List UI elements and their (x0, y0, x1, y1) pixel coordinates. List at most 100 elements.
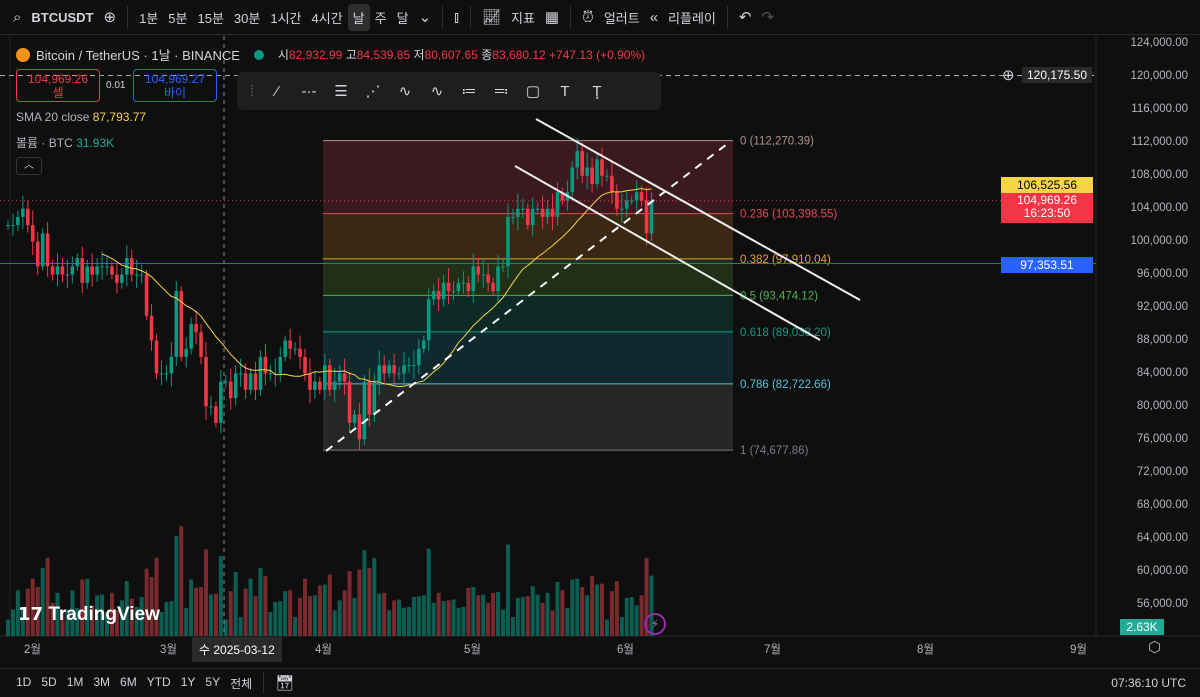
range-1[interactable]: 5D (41, 674, 57, 689)
layouts-icon[interactable]: ▦ (544, 9, 560, 26)
candle-body (95, 266, 99, 275)
volume-bar (619, 617, 624, 636)
range-8[interactable]: 전체 (230, 676, 253, 691)
price-chart[interactable]: 0 (112,270.39) 0.236 (103,398.55) 0.382 (9… (0, 36, 1200, 668)
candle-body (570, 167, 575, 193)
parallel-channel-icon[interactable]: ☰ (334, 83, 348, 100)
candle-body (451, 291, 456, 293)
volume-bar (501, 609, 505, 636)
volume-bar (129, 598, 134, 636)
add-symbol-icon[interactable]: ⊕ (103, 9, 117, 26)
volume-bar (520, 597, 525, 636)
range-7[interactable]: 5Y (205, 674, 221, 689)
range-4[interactable]: 6M (120, 674, 137, 689)
abcd-pattern-icon[interactable]: ∿ (430, 83, 444, 100)
tradingview-logo[interactable]: 𝟭𝟳 TradingView (18, 604, 160, 625)
volume-bar (70, 590, 75, 636)
candles-icon[interactable]: ⫾ (454, 8, 459, 26)
chevron-down-icon[interactable]: ⌄ (418, 9, 432, 26)
candle-body (214, 406, 218, 423)
replay-button[interactable]: 리플레이 (668, 10, 716, 26)
interval-6[interactable]: 날 (347, 3, 370, 31)
lightning-icon[interactable]: ⚡︎ (644, 613, 666, 635)
candle-body (649, 200, 654, 234)
search-icon[interactable]: ⌕ (13, 8, 22, 26)
range-2[interactable]: 1M (66, 674, 84, 689)
volume-bar (218, 556, 223, 636)
indicators-icon[interactable]: 📈︎ (481, 9, 501, 26)
pitchfork-icon[interactable]: ⋰ (365, 83, 381, 100)
undo-icon[interactable]: ↶ (738, 9, 752, 26)
candle-body (407, 365, 411, 367)
interval-4[interactable]: 1시간 (270, 10, 302, 26)
alert-icon[interactable]: ⏰︎ (582, 8, 594, 26)
candle-body (327, 365, 332, 390)
indicators-button[interactable]: 지표 (511, 10, 535, 26)
symbol-search[interactable]: BTCUSDT (31, 9, 94, 25)
interval-7[interactable]: 주 (374, 10, 387, 26)
range-3[interactable]: 3M (93, 674, 111, 689)
add-alert-plus-icon[interactable]: ⊕ (1002, 67, 1015, 84)
sell-button[interactable]: 104,969.26 셀 (16, 69, 100, 102)
volume-bar (233, 572, 238, 636)
candle-body (219, 381, 223, 423)
volume-bar (486, 602, 491, 636)
anchored-text-icon[interactable]: Ţ (592, 82, 602, 100)
range-0[interactable]: 1D (16, 674, 32, 689)
volume-bar (174, 536, 179, 636)
volume-bar (456, 607, 461, 636)
volume-bar (639, 595, 644, 636)
fib-extension-icon[interactable]: ≕ (493, 83, 509, 100)
alert-button[interactable]: 얼러트 (603, 10, 640, 26)
volume-bar (644, 557, 649, 636)
range-5[interactable]: YTD (146, 674, 171, 689)
fib-band (323, 140, 733, 214)
interval-8[interactable]: 달 (396, 10, 409, 26)
volume-bar (372, 557, 377, 636)
volume-bar (6, 619, 10, 636)
candle-body (575, 151, 580, 168)
candle-body (268, 373, 273, 375)
volume-bar (342, 590, 347, 636)
fib-retracement-icon[interactable]: ≔ (461, 83, 477, 100)
candle-body (357, 414, 362, 440)
interval-2[interactable]: 15분 (197, 10, 224, 26)
rectangle-icon[interactable]: ▢ (525, 83, 541, 100)
trend-line-icon[interactable]: ⁄ (275, 82, 279, 100)
elliott-wave-icon[interactable]: ∿ (398, 83, 412, 100)
volume-bar (565, 607, 570, 636)
candle-body (560, 192, 565, 201)
fib-level-label: 0.786 (82,722.66) (740, 379, 831, 391)
settings-icon[interactable]: ⬡ (1148, 639, 1162, 656)
redo-icon[interactable]: ↷ (761, 9, 775, 26)
candle-body (139, 274, 144, 276)
sma-legend[interactable]: SMA 20 close 87,793.77 (16, 110, 147, 124)
interval-5[interactable]: 4시간 (311, 10, 343, 26)
candle-body (21, 208, 25, 217)
candle-body (134, 274, 139, 276)
replay-icon[interactable]: « (649, 8, 659, 26)
horizontal-ray-icon[interactable]: -·- (301, 82, 317, 100)
candle-body (224, 381, 228, 383)
candle-body (634, 192, 639, 201)
candle-body (90, 266, 94, 275)
volume-bar (614, 581, 619, 636)
candle-body (441, 282, 446, 300)
range-6[interactable]: 1Y (180, 674, 196, 689)
interval-0[interactable]: 1분 (139, 10, 159, 26)
volume-legend[interactable]: 볼륨 · BTC 31.93K (16, 136, 115, 150)
clock[interactable]: 07:36:10 UTC (1111, 676, 1186, 690)
drag-handle-icon[interactable]: ⁞ (249, 82, 255, 100)
candle-body (600, 159, 604, 176)
buy-button[interactable]: 104,969.27 바이 (133, 69, 217, 102)
candle-body (481, 274, 485, 276)
date-range-icon[interactable]: 📅︎ (275, 675, 295, 692)
collapse-legend-button[interactable]: ︿ (16, 157, 42, 175)
interval-3[interactable]: 30분 (233, 10, 261, 26)
volume-bar (550, 610, 555, 636)
price-tick: 72,000.00 (1136, 466, 1188, 478)
volume-bar (317, 585, 322, 636)
interval-1[interactable]: 5분 (168, 10, 188, 26)
candle-body (129, 258, 134, 275)
text-icon[interactable]: T (560, 82, 570, 100)
